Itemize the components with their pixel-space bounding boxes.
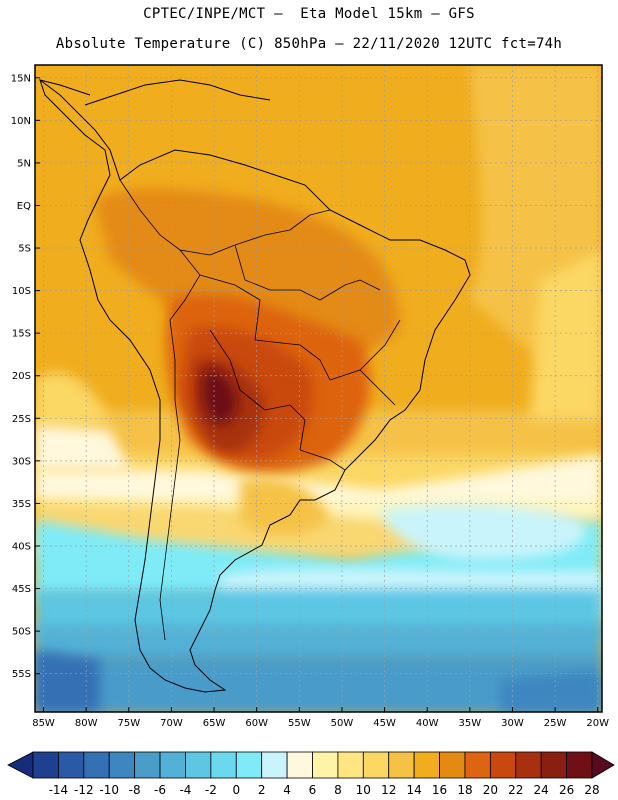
colorbar-swatch bbox=[540, 751, 567, 779]
colorbar-label: 2 bbox=[258, 783, 266, 797]
colorbar-label: -10 bbox=[99, 783, 119, 797]
colorbar-label: 18 bbox=[457, 783, 472, 797]
longitude-label: 85W bbox=[32, 718, 55, 729]
latitude-labels: 15N 10N 5N EQ 5S 10S 15S 20S 25S 30S 35S 40S 45S 50S 5… bbox=[11, 73, 40, 680]
colorbar-label: 20 bbox=[483, 783, 498, 797]
map-title: CPTEC/INPE/MCT – Eta Model 15km – GFS bbox=[143, 6, 475, 22]
colorbar-label: 24 bbox=[534, 783, 549, 797]
latitude-label: 5S bbox=[18, 244, 31, 255]
colorbar-swatch bbox=[388, 751, 415, 779]
latitude-label: 55S bbox=[12, 669, 31, 680]
colorbar-label: 8 bbox=[334, 783, 342, 797]
map-subtitle: Absolute Temperature (C) 850hPa – 22/11/… bbox=[55, 36, 563, 52]
longitude-label: 30W bbox=[501, 718, 524, 729]
latitude-label: 40S bbox=[12, 541, 31, 552]
colorbar-label: 22 bbox=[508, 783, 523, 797]
colorbar-label: 0 bbox=[232, 783, 240, 797]
colorbar-swatch bbox=[337, 751, 364, 779]
colorbar-swatch bbox=[362, 751, 390, 779]
colorbar-over-arrow bbox=[591, 751, 615, 779]
latitude-label: 35S bbox=[12, 499, 31, 510]
latitude-label: 20S bbox=[12, 371, 31, 382]
temperature-field bbox=[35, 65, 602, 712]
longitude-label: 70W bbox=[160, 718, 183, 729]
colorbar-swatch bbox=[134, 751, 161, 779]
colorbar-label: -14 bbox=[49, 783, 69, 797]
latitude-label: 50S bbox=[12, 627, 31, 638]
colorbar-swatch bbox=[566, 751, 593, 779]
longitude-labels: 85W 80W 75W 70W 65W 60W 55W 50W 45W 40W 35W 30W 25W 2… bbox=[32, 707, 609, 729]
longitude-label: 60W bbox=[245, 718, 268, 729]
colorbar-swatch bbox=[413, 751, 440, 779]
latitude-label: 10S bbox=[12, 286, 31, 297]
longitude-label: 55W bbox=[288, 718, 311, 729]
colorbar: -14 -12 -10 -8 -6 -4 -2 0 2 4 6 8 10 12 14 16 18 20 22 24 26… bbox=[7, 751, 615, 797]
latitude-label: 45S bbox=[12, 584, 31, 595]
coastlines bbox=[39, 78, 471, 693]
longitude-label: 35W bbox=[459, 718, 482, 729]
colorbar-label: -12 bbox=[74, 783, 94, 797]
longitude-label: 50W bbox=[331, 718, 354, 729]
colorbar-label: 16 bbox=[432, 783, 447, 797]
colorbar-label: 26 bbox=[559, 783, 574, 797]
colorbar-swatch bbox=[261, 751, 288, 779]
latitude-label: EQ bbox=[17, 201, 31, 212]
latitude-label: 25S bbox=[12, 414, 31, 425]
longitude-label: 75W bbox=[117, 718, 140, 729]
colorbar-label: 14 bbox=[406, 783, 421, 797]
colorbar-swatch bbox=[83, 751, 110, 779]
colorbar-swatch bbox=[464, 751, 491, 779]
latitude-label: 15S bbox=[12, 329, 31, 340]
colorbar-swatch bbox=[489, 751, 517, 779]
colorbar-swatch bbox=[235, 751, 263, 779]
longitude-label: 80W bbox=[75, 718, 98, 729]
longitude-label: 25W bbox=[544, 718, 567, 729]
colorbar-under-arrow bbox=[7, 751, 34, 779]
colorbar-label: 12 bbox=[381, 783, 396, 797]
longitude-label: 45W bbox=[373, 718, 396, 729]
colorbar-swatch bbox=[185, 751, 212, 779]
colorbar-swatch bbox=[515, 751, 542, 779]
latitude-label: 30S bbox=[12, 456, 31, 467]
latitude-label: 5N bbox=[17, 158, 31, 169]
colorbar-label: -8 bbox=[129, 783, 141, 797]
longitude-label: 65W bbox=[203, 718, 226, 729]
longitude-label: 20W bbox=[586, 718, 609, 729]
colorbar-swatch bbox=[286, 751, 313, 779]
colorbar-swatch bbox=[58, 751, 85, 779]
map-frame bbox=[34, 64, 603, 713]
colorbar-swatch bbox=[439, 751, 466, 779]
colorbar-label: -4 bbox=[179, 783, 191, 797]
colorbar-label: 6 bbox=[309, 783, 317, 797]
colorbar-swatch bbox=[32, 751, 59, 779]
longitude-label: 40W bbox=[416, 718, 439, 729]
colorbar-label: 4 bbox=[283, 783, 291, 797]
colorbar-swatch bbox=[210, 751, 237, 779]
latitude-label: 15N bbox=[11, 73, 31, 84]
colorbar-swatch bbox=[108, 751, 136, 779]
colorbar-swatch bbox=[159, 751, 186, 779]
country-borders bbox=[119, 179, 401, 641]
latitude-label: 10N bbox=[11, 116, 31, 127]
colorbar-label: 10 bbox=[356, 783, 371, 797]
colorbar-label: 28 bbox=[584, 783, 599, 797]
colorbar-label: -6 bbox=[154, 783, 166, 797]
colorbar-label: -2 bbox=[205, 783, 217, 797]
colorbar-swatch bbox=[312, 751, 339, 779]
